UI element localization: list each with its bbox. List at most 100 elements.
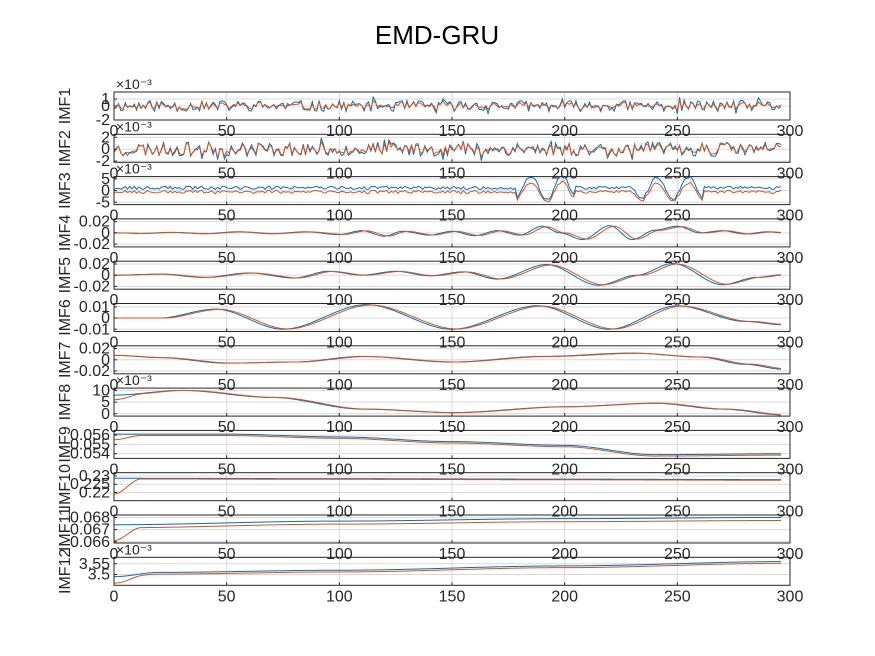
- series-actual-line: [114, 433, 781, 456]
- y-tick-label: 0: [101, 225, 110, 242]
- x-tick-label: 250: [664, 419, 691, 436]
- x-tick-label: 150: [439, 377, 466, 394]
- x-tick-label: 100: [326, 208, 353, 225]
- x-tick-label: 200: [551, 461, 578, 478]
- x-tick-label: 250: [664, 546, 691, 563]
- x-tick-label: 0: [110, 292, 119, 309]
- y-axis-label: IMF9: [57, 426, 74, 463]
- series-actual-line: [113, 175, 782, 200]
- x-tick-label: 150: [439, 250, 466, 267]
- series-predicted-line: [114, 304, 782, 330]
- y-tick-label: -0.02: [74, 278, 111, 295]
- x-tick-label: 150: [439, 335, 466, 352]
- x-tick-label: 250: [664, 588, 691, 605]
- y-axis-label: IMF8: [57, 384, 74, 421]
- y-tick-label: 1: [101, 91, 110, 108]
- axis-exponent-label: ×10⁻³: [116, 161, 152, 177]
- x-tick-label: 100: [326, 123, 353, 140]
- x-tick-label: 150: [439, 461, 466, 478]
- x-tick-label: 200: [551, 504, 578, 521]
- x-tick-label: 50: [218, 165, 236, 182]
- y-tick-label: 0: [101, 98, 110, 115]
- y-tick-label: 3.55: [79, 556, 110, 573]
- x-tick-label: 50: [218, 250, 236, 267]
- x-tick-label: 250: [664, 292, 691, 309]
- y-tick-label: 0.054: [70, 446, 110, 463]
- x-tick-label: 200: [551, 208, 578, 225]
- x-tick-label: 0: [110, 335, 119, 352]
- y-tick-label: -2: [96, 153, 110, 170]
- series-predicted-line: [113, 478, 781, 495]
- x-tick-label: 50: [218, 123, 236, 140]
- x-tick-label: 300: [777, 377, 804, 394]
- y-tick-label: -0.02: [74, 363, 111, 380]
- x-tick-label: 150: [439, 504, 466, 521]
- y-tick-label: 5: [101, 394, 110, 411]
- x-tick-label: 200: [551, 377, 578, 394]
- x-tick-label: 300: [777, 335, 804, 352]
- x-tick-label: 50: [218, 335, 236, 352]
- x-tick-label: 0: [110, 377, 119, 394]
- x-tick-label: 150: [439, 208, 466, 225]
- subplot-imf1: 0 50 100 150 200 250 300 -201 ×10⁻³ IMF1: [57, 76, 803, 140]
- x-tick-label: 50: [218, 419, 236, 436]
- y-tick-label: -0.02: [74, 236, 111, 253]
- x-tick-label: 50: [218, 292, 236, 309]
- x-tick-label: 100: [326, 377, 353, 394]
- x-tick-label: 250: [664, 165, 691, 182]
- x-tick-label: 250: [664, 123, 691, 140]
- x-tick-label: 0: [110, 123, 119, 140]
- x-tick-label: 250: [664, 504, 691, 521]
- x-tick-label: 200: [551, 588, 578, 605]
- x-tick-label: 100: [326, 335, 353, 352]
- y-tick-label: 0: [101, 406, 110, 423]
- series-predicted-line: [113, 389, 782, 416]
- axis-exponent-label: ×10⁻³: [116, 372, 152, 388]
- x-tick-label: 200: [551, 335, 578, 352]
- y-tick-label: 0.02: [79, 341, 110, 358]
- y-tick-label: 0.066: [70, 534, 110, 551]
- y-axis-label: IMF10: [57, 464, 74, 509]
- x-tick-label: 100: [326, 461, 353, 478]
- x-tick-label: 150: [439, 292, 466, 309]
- chart-title: EMD-GRU: [375, 20, 499, 50]
- x-tick-label: 100: [326, 419, 353, 436]
- y-axis-label: IMF4: [57, 215, 74, 252]
- axis-exponent-label: ×10⁻³: [116, 118, 152, 134]
- x-tick-label: 0: [110, 165, 119, 182]
- x-tick-label: 0: [110, 504, 119, 521]
- series-predicted-line: [113, 139, 782, 159]
- x-tick-label: 300: [777, 292, 804, 309]
- y-tick-label: 0.01: [79, 299, 110, 316]
- axis-exponent-label: ×10⁻³: [116, 76, 152, 92]
- series-actual-line: [113, 561, 781, 578]
- subplot-imf12: 0 50 100 150 200 250 300 3.53.55 ×10⁻³ IMF12: [57, 541, 803, 605]
- x-tick-label: 200: [551, 123, 578, 140]
- series-predicted-line: [114, 352, 782, 370]
- x-tick-label: 0: [110, 588, 119, 605]
- y-tick-label: 0.23: [79, 468, 110, 485]
- y-axis-label: IMF2: [57, 130, 74, 167]
- y-tick-label: 3.5: [88, 567, 110, 584]
- x-tick-label: 300: [777, 123, 804, 140]
- x-tick-label: 250: [664, 335, 691, 352]
- y-tick-label: 0.22: [79, 484, 110, 501]
- x-tick-label: 250: [664, 461, 691, 478]
- y-tick-label: 0.02: [79, 214, 110, 231]
- y-tick-label: 0: [101, 352, 110, 369]
- y-axis-label: IMF3: [57, 172, 74, 209]
- series-actual-line: [113, 137, 782, 161]
- x-tick-label: 0: [110, 250, 119, 267]
- series-actual-line: [113, 262, 782, 286]
- x-tick-label: 100: [326, 292, 353, 309]
- x-tick-label: 250: [664, 250, 691, 267]
- series-actual-line: [114, 516, 781, 526]
- series-predicted-line: [114, 225, 782, 240]
